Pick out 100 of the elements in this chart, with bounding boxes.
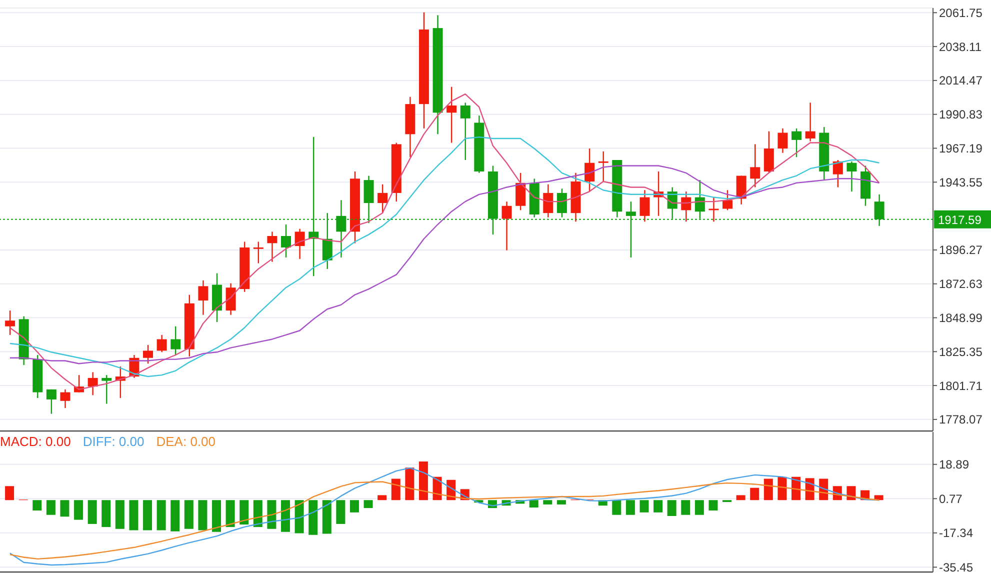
y-tick-label: 2061.75	[939, 6, 983, 20]
y-tick-label: 1825.35	[939, 344, 983, 359]
bar	[74, 500, 84, 520]
bar	[736, 495, 746, 500]
bar	[46, 500, 56, 515]
y-tick-label: -17.34	[939, 526, 974, 540]
candlestick	[60, 388, 70, 409]
bar	[336, 500, 346, 524]
bar	[556, 500, 566, 504]
bar	[778, 476, 787, 500]
bar	[102, 500, 111, 527]
bar	[654, 500, 663, 512]
bar	[226, 500, 235, 527]
candlestick	[584, 148, 595, 192]
ref-line-label: 1917.59	[938, 212, 982, 227]
bar	[198, 500, 208, 530]
candlestick	[156, 334, 167, 353]
bar	[350, 500, 359, 512]
bar	[253, 500, 262, 527]
candlestick	[88, 372, 98, 396]
bar	[626, 500, 635, 515]
y-tick-label: 2014.47	[939, 74, 983, 88]
candlestick	[460, 102, 470, 161]
candlestick	[267, 231, 278, 262]
y-tick-label: 2038.11	[939, 40, 982, 54]
bar	[764, 478, 773, 500]
y-tick-label: -35.45	[939, 560, 974, 573]
candlestick	[198, 280, 208, 316]
candlestick	[170, 326, 181, 356]
candlestick	[253, 241, 264, 264]
candlestick	[778, 128, 788, 154]
candlestick	[543, 184, 554, 218]
candlestick	[102, 374, 112, 404]
candlestick	[5, 310, 16, 336]
bar	[143, 500, 152, 530]
candlestick	[764, 130, 774, 174]
bar	[294, 500, 304, 534]
bar	[681, 500, 690, 515]
bar	[640, 500, 649, 512]
bar	[308, 500, 318, 535]
line-series	[9, 481, 880, 560]
bar	[32, 500, 42, 511]
y-tick-label: 1872.63	[939, 277, 983, 292]
candlestick	[846, 160, 857, 192]
bar	[170, 500, 180, 532]
line-series	[9, 136, 880, 378]
bar	[667, 500, 676, 516]
bar	[418, 462, 428, 500]
candlestick	[805, 102, 816, 142]
candlestick	[294, 228, 305, 260]
y-tick-label: 1778.07	[939, 412, 983, 427]
candlestick	[446, 86, 457, 144]
candlestick	[640, 190, 650, 222]
candlestick	[226, 282, 236, 316]
bar	[694, 500, 704, 515]
candlestick	[502, 200, 512, 251]
bar	[708, 500, 718, 511]
bar	[156, 500, 166, 530]
bar	[240, 500, 249, 525]
candlestick	[598, 150, 608, 182]
bar	[529, 500, 538, 508]
bar	[88, 500, 97, 524]
bar	[874, 495, 884, 500]
y-tick-label: 0.77	[939, 492, 963, 506]
bar	[60, 500, 70, 517]
y-tick-label: 1943.55	[939, 175, 983, 190]
text: DEA: 0.00	[156, 434, 216, 449]
bar	[280, 500, 290, 532]
candlestick	[708, 196, 719, 222]
bar	[115, 500, 124, 529]
bar	[184, 500, 194, 529]
candlestick	[750, 144, 760, 188]
y-tick-label: 18.89	[939, 458, 970, 472]
candlestick	[832, 159, 843, 188]
bar	[543, 500, 552, 504]
bar	[322, 500, 332, 534]
y-tick-label: 1848.99	[939, 310, 983, 325]
candlestick	[722, 190, 733, 211]
candlestick	[556, 188, 567, 218]
bar	[378, 495, 387, 500]
candlestick	[143, 344, 154, 364]
candlestick	[516, 172, 526, 211]
bar	[5, 486, 14, 500]
text: DIFF: 0.00	[82, 434, 144, 449]
y-tick-label: 1967.19	[939, 142, 983, 156]
candlestick	[792, 128, 802, 158]
y-tick-label: 1801.71	[939, 378, 983, 393]
y-tick-label: 1896.27	[939, 243, 983, 258]
y-tick-label: 1990.83	[939, 108, 983, 122]
bar	[267, 500, 276, 529]
candlestick	[378, 184, 388, 214]
bar	[391, 478, 400, 500]
text: MACD: 0.00	[0, 434, 71, 449]
bar	[129, 500, 138, 530]
bar	[405, 468, 414, 500]
candlestick	[46, 388, 56, 414]
bar	[750, 488, 760, 500]
bar	[612, 500, 622, 515]
bar	[364, 500, 373, 508]
bar	[212, 500, 221, 532]
